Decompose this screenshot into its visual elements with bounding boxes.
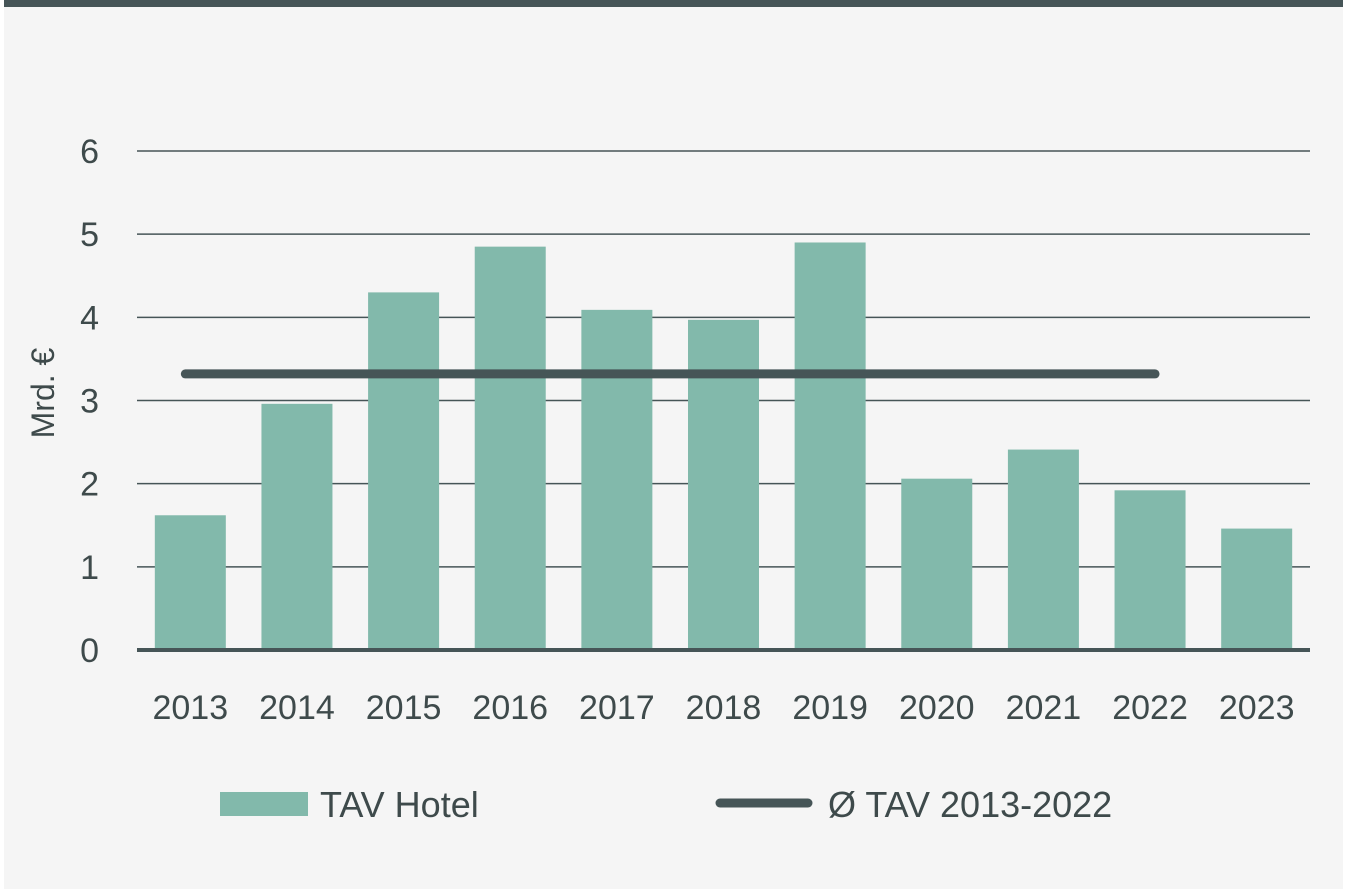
bar: [1114, 490, 1186, 650]
x-tick-labels: 2013 2014 2015 2016 2017 2018 2019 2020 2021 2022…: [152, 689, 1294, 727]
y-tick-label: 3: [80, 383, 99, 421]
x-tick-label: 2014: [259, 689, 335, 727]
chart-panel: 2013 2014 2015 2016 2017 2018 2019 2020 2021 2022…: [4, 0, 1343, 889]
bar: [474, 246, 546, 650]
y-tick-label: 0: [80, 632, 99, 670]
x-tick-label: 2013: [152, 689, 228, 727]
bar: [261, 403, 333, 650]
bars-layer: [154, 242, 1293, 650]
grid-layer: [137, 150, 1310, 568]
x-tick-label: 2017: [579, 689, 655, 727]
bar: [901, 478, 973, 650]
x-tick-label: 2022: [1112, 689, 1188, 727]
bar: [1221, 528, 1293, 650]
bar: [1007, 449, 1079, 650]
bar-chart: 2013 2014 2015 2016 2017 2018 2019 2020 2021 2022…: [25, 133, 1310, 825]
y-tick-label: 6: [80, 133, 99, 171]
legend-swatch-bar: [220, 792, 308, 816]
top-accent-bar: [4, 0, 1343, 7]
x-tick-label: 2020: [899, 689, 975, 727]
x-tick-label: 2015: [366, 689, 442, 727]
x-tick-label: 2021: [1006, 689, 1082, 727]
bar: [794, 242, 866, 650]
legend-label-line: Ø TAV 2013-2022: [828, 784, 1112, 825]
x-tick-label: 2016: [472, 689, 548, 727]
bar: [581, 309, 653, 650]
y-axis-label: Mrd. €: [25, 347, 61, 438]
y-tick-label: 1: [80, 549, 99, 587]
x-tick-label: 2019: [792, 689, 868, 727]
y-tick-label: 5: [80, 216, 99, 254]
bar: [368, 292, 440, 650]
y-tick-labels: 0 1 2 3 4 5 6: [80, 133, 99, 670]
legend-label-bar: TAV Hotel: [320, 784, 479, 825]
x-tick-label: 2023: [1219, 689, 1295, 727]
y-tick-label: 2: [80, 466, 99, 504]
y-tick-label: 4: [80, 299, 99, 337]
bar: [688, 319, 759, 650]
bar: [154, 515, 226, 650]
legend: TAV Hotel Ø TAV 2013-2022: [220, 784, 1112, 825]
x-tick-label: 2018: [686, 689, 762, 727]
